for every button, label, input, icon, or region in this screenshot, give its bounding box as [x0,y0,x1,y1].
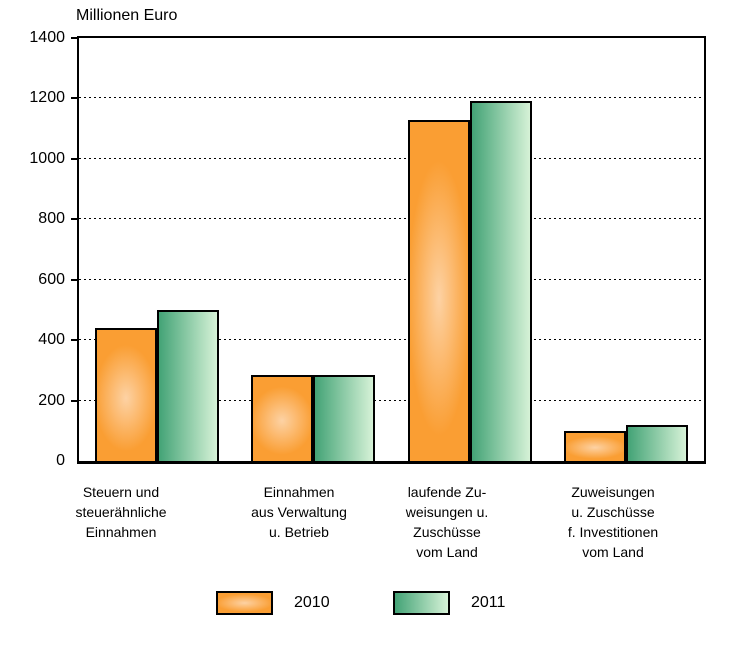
y-axis-tick-1200 [71,97,79,100]
legend-item-2011: 2011 [393,591,505,615]
category-label-line: Zuschüsse [413,524,481,540]
gridline-400 [79,339,704,341]
y-axis-tick-200 [71,399,79,402]
y-axis-label-400: 400 [38,331,65,349]
category-label-1: Steuern und steuerähnliche Einnahmen [75,482,166,542]
legend-item-2010: 2010 [216,591,330,615]
category-label-line: aus Verwaltung [251,504,347,520]
chart-title: Millionen Euro [76,7,178,24]
category-label-line: Einnahmen [263,484,335,500]
category-label-line: Steuern und [82,484,160,500]
category-label-line: vom Land [582,544,644,560]
category-label-2: Einnahmen aus Verwaltung u. Betrieb [251,482,347,542]
bar-2010-group2 [251,374,314,461]
gridline-1200 [79,97,704,99]
category-label-line: vom Land [416,544,478,560]
category-label-line: f. Investitionen [567,524,659,540]
category-label-line: u. Zuschüsse [571,504,655,520]
y-axis-label-800: 800 [38,210,65,228]
y-axis-label-600: 600 [38,270,65,288]
category-label-4: Zuweisungen u. Zuschüsse f. Investitionen v… [568,482,658,562]
gridline-800 [79,218,704,220]
y-axis-tick-600 [71,278,79,281]
gridline-600 [79,278,704,280]
bar-2011-group2 [313,374,376,461]
category-label-line: weisungen u. [405,504,489,520]
bar-2011-group4 [625,424,688,461]
bar-2011-group3 [469,101,532,461]
y-axis-label-1400: 1400 [29,29,65,46]
y-axis-tick-1000 [71,157,79,160]
y-axis-tick-400 [71,339,79,342]
legend-label-2010: 2010 [294,594,330,611]
y-axis-label-1200: 1200 [29,89,65,107]
bar-2010-group4 [563,430,626,461]
category-label-line: Zuweisungen [571,484,655,500]
category-label-line: laufende Zu- [407,484,487,500]
y-axis-label-1000: 1000 [29,149,65,167]
bar-2011-group1 [157,309,220,461]
category-label-line: Einnahmen [85,524,157,540]
y-axis-label-200: 200 [38,391,65,409]
category-label-3: laufende Zu-weisungen u. Zuschüsse vom Lan… [406,482,489,562]
bar-2010-group3 [407,119,470,461]
legend-swatch-2011 [393,591,450,615]
legend-swatch-2010 [216,591,273,615]
y-axis-tick-800 [71,218,79,221]
y-axis-tick-1400 [71,37,79,39]
y-axis-label-0: 0 [56,452,65,469]
gridline-1000 [79,157,704,159]
category-label-line: u. Betrieb [269,524,329,540]
category-label-line: steuerähnliche [75,504,167,520]
bar-2010-group1 [95,328,158,461]
legend-label-2011: 2011 [471,594,506,611]
gridline-200 [79,399,704,401]
plot-area [71,36,706,464]
